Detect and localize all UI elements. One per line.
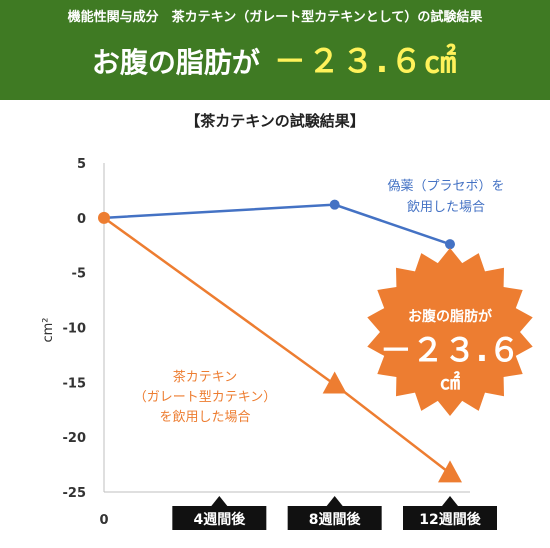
y-tick-label: 0 xyxy=(77,212,86,227)
x-tick-arrow xyxy=(442,496,458,506)
burst-unit: ㎠ xyxy=(440,370,460,394)
catechin-annotation: 茶カテキン xyxy=(173,369,238,385)
x-tick-arrow xyxy=(211,496,228,506)
chart-title: 【茶カテキンの試験結果】 xyxy=(185,112,365,130)
placebo-annotation: 飲用した場合 xyxy=(407,199,485,215)
series-line-placebo xyxy=(103,203,451,246)
headline-value: －２３.６㎠ xyxy=(273,42,459,80)
data-point-catechin xyxy=(438,460,462,483)
data-point-catechin xyxy=(98,211,110,224)
catechin-annotation: （ガレート型カテキン） xyxy=(134,390,277,405)
x-tick-box xyxy=(287,506,382,530)
burst-text: お腹の脂肪が xyxy=(408,308,493,325)
burst-badge xyxy=(367,248,533,416)
x-tick-label: 4週間後 xyxy=(193,511,246,528)
x-tick-box xyxy=(172,506,267,530)
y-tick-label: -5 xyxy=(72,267,86,282)
y-tick-label: -15 xyxy=(63,376,87,391)
x-tick-label: 0 xyxy=(99,513,108,528)
y-tick-label: -25 xyxy=(63,486,87,501)
data-point-placebo xyxy=(445,239,455,250)
banner-subtitle: 機能性関与成分 茶カテキン（ガレート型カテキンとして）の試験結果 xyxy=(67,10,483,25)
y-tick-label: -10 xyxy=(63,322,87,337)
y-tick-label: -20 xyxy=(63,431,87,446)
x-tick-box xyxy=(403,506,497,530)
banner-headline: お腹の脂肪が －２３.６㎠ xyxy=(0,36,550,82)
y-axis-label: cm² xyxy=(41,317,56,342)
x-tick-label: 12週間後 xyxy=(419,511,481,528)
header-banner: 機能性関与成分 茶カテキン（ガレート型カテキンとして）の試験結果 お腹の脂肪が －… xyxy=(0,0,550,100)
data-point-placebo xyxy=(329,199,340,210)
x-tick-label: 8週間後 xyxy=(309,511,362,528)
y-tick-label: 5 xyxy=(77,157,86,172)
burst-value: －２３.６ xyxy=(380,331,520,369)
x-tick-arrow xyxy=(326,496,343,506)
data-point-catechin xyxy=(322,371,347,394)
catechin-annotation: を飲用した場合 xyxy=(159,409,250,425)
headline-text: お腹の脂肪が xyxy=(91,46,260,79)
placebo-annotation: 偽薬（プラセボ）を xyxy=(387,179,504,194)
